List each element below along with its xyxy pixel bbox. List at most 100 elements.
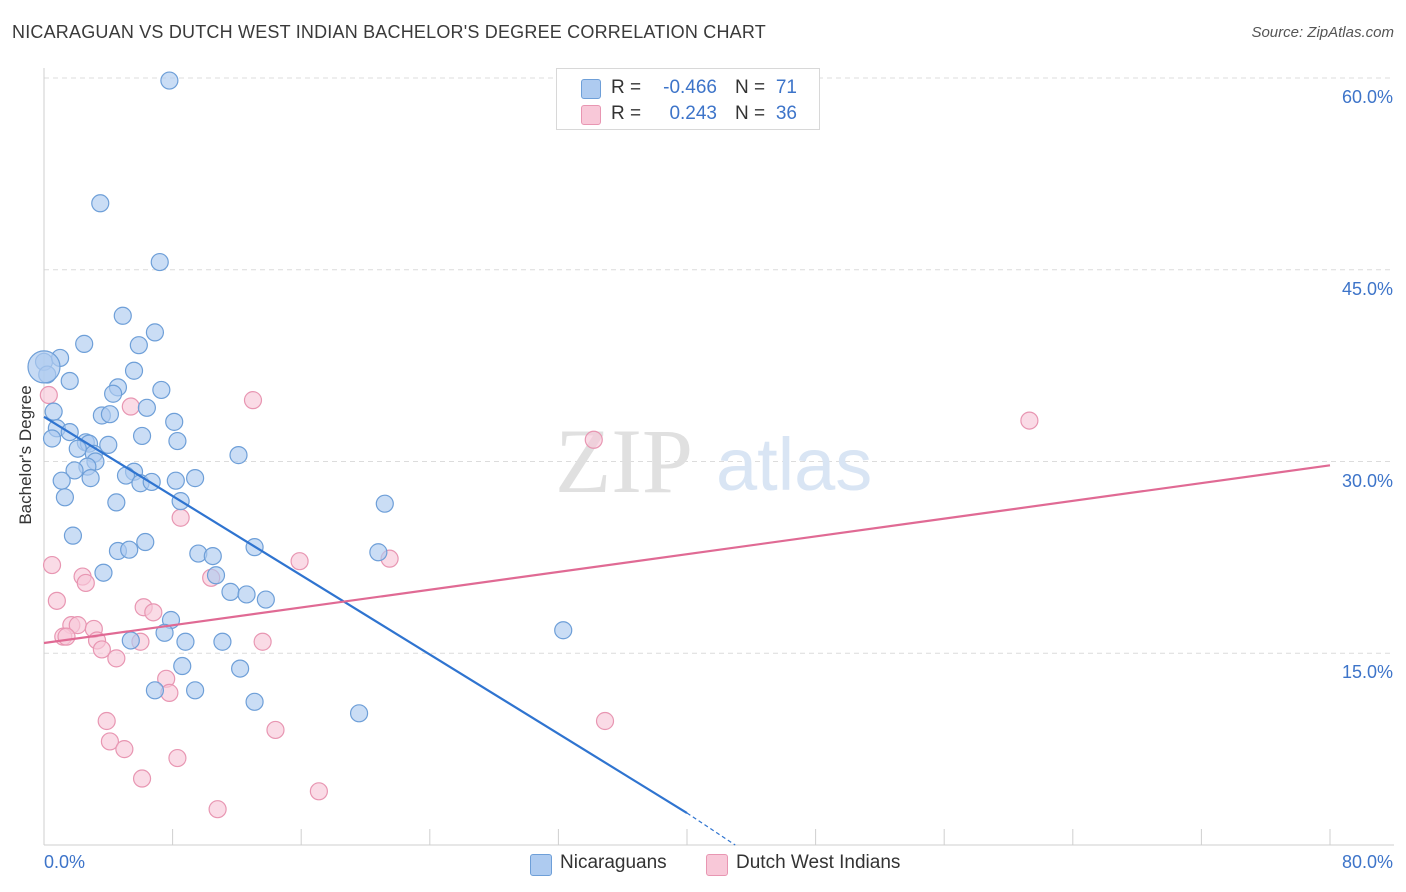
data-point [65,461,84,480]
data-point [99,435,118,454]
data-point [57,627,76,646]
y-tick-label: 15.0% [1341,662,1393,683]
data-point [595,711,615,731]
legend-n-label: N = [735,77,766,98]
data-point [100,732,120,751]
source-label: Source: ZipAtlas.com [1251,24,1394,41]
data-point [309,782,328,801]
data-point [47,591,66,610]
data-point [152,380,171,400]
data-point [136,532,155,552]
data-point [253,632,272,651]
data-point [160,71,179,90]
data-point [44,402,63,421]
legend-r-label: R = [611,77,642,98]
data-point [39,385,58,405]
series-dutch-west-indians [39,385,1039,819]
legend-swatch-blue [530,854,552,876]
data-point [121,397,140,416]
data-point [155,623,174,642]
series-nicaraguans [27,71,573,723]
data-point [171,508,190,527]
legend-swatch-pink [706,854,728,876]
legend-n-label: N = [735,103,766,124]
data-point [124,361,144,380]
data-point [554,621,573,640]
data-point [213,632,232,651]
x-tick-max: 80.0% [1341,852,1393,872]
data-point [231,659,250,678]
data-point [243,391,263,410]
data-point [256,590,275,609]
data-point [55,488,74,507]
data-point [168,748,187,768]
data-point [186,681,205,700]
legend-r-value: -0.466 [663,77,717,98]
data-point [203,546,222,566]
data-point [176,632,195,651]
data-point [1020,411,1039,430]
legend-r-label: R = [611,103,642,124]
data-point [60,371,79,391]
legend-series-name: Dutch West Indians [736,852,901,873]
data-point [42,555,62,575]
data-point [584,430,603,449]
data-point [349,704,369,723]
data-point [107,649,126,668]
data-point [115,740,134,759]
data-point [75,334,94,353]
data-point [145,681,165,700]
data-point [266,720,285,740]
data-point [245,692,264,711]
data-point [104,384,123,403]
data-point [150,252,169,272]
data-point [221,582,240,601]
legend-n-value: 36 [775,103,797,124]
data-point [91,194,110,213]
data-point [165,412,184,431]
watermark: ZIP atlas [555,410,872,512]
data-point [375,494,394,513]
stats-legend: R = -0.466 N = 71 R = 0.243 N = 36 [556,68,820,130]
data-point [137,398,156,417]
grid-layer [43,68,1394,846]
data-point [113,306,132,325]
trend-line-nicaraguans-extension [686,812,736,846]
y-tick-label: 60.0% [1341,87,1393,107]
data-point [94,563,113,582]
data-point [92,640,111,659]
data-point [369,543,388,562]
data-point [208,800,227,819]
legend-n-value: 71 [775,77,797,98]
data-point [132,769,152,788]
data-point [229,446,248,465]
data-point [107,493,126,512]
data-point [42,429,62,448]
data-point [120,540,139,559]
trend-line-dutch-west-indians [43,464,1331,645]
data-point [166,471,185,490]
data-point [100,405,120,424]
data-point [206,566,226,585]
data-point [121,631,140,650]
data-point [129,336,148,355]
legend-swatch-pink [581,105,601,125]
y-tick-label: 30.0% [1341,470,1393,491]
y-axis-label: Bachelor's Degree [16,385,35,525]
x-tick-min: 0.0% [44,852,86,872]
data-point [186,469,205,488]
data-point-cluster [27,350,61,384]
chart-title: NICARAGUAN VS DUTCH WEST INDIAN BACHELOR… [12,22,766,42]
data-point [168,431,187,451]
data-point [81,469,100,488]
data-point [97,711,116,731]
watermark-atlas: atlas [716,423,872,506]
data-point [237,585,256,604]
legend-series-name: Nicaraguans [560,852,667,873]
data-point [132,426,152,446]
data-point [173,656,192,676]
legend-r-value: 0.243 [669,103,717,124]
data-point [68,439,87,458]
legend-swatch-blue [581,79,601,99]
